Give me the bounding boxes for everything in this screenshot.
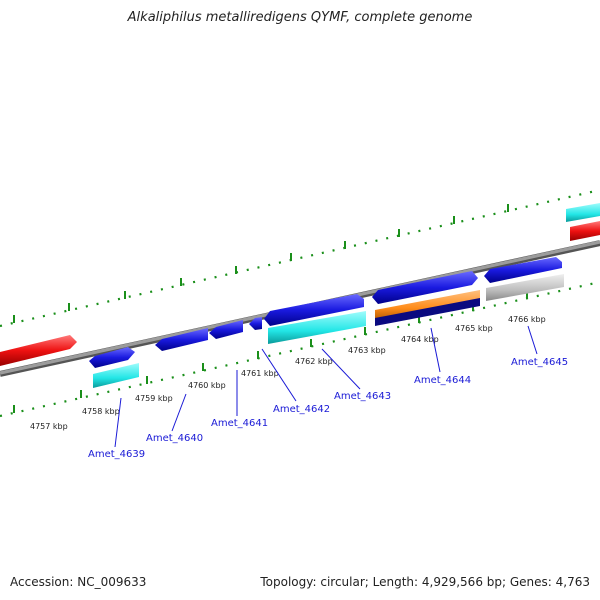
gene-amet-4645-arrow[interactable] xyxy=(484,257,562,283)
accession-text: Accession: NC_009633 xyxy=(10,575,147,589)
gene-feature-red-right[interactable] xyxy=(570,221,600,241)
tick-label: 4763 kbp xyxy=(348,346,386,355)
gene-callout-lines xyxy=(114,325,538,448)
gene-amet-4641-arrow[interactable] xyxy=(209,320,243,339)
gene-amet-4644-cds-dark[interactable] xyxy=(375,298,480,326)
tick-label: 4764 kbp xyxy=(401,335,439,344)
inner-dotted-line xyxy=(0,280,600,418)
genome-summary-text: Topology: circular; Length: 4,929,566 bp… xyxy=(260,575,590,589)
gene-amet-4645-cds[interactable] xyxy=(486,274,564,301)
gene-amet-4644-cds[interactable] xyxy=(375,290,480,320)
tick-label: 4759 kbp xyxy=(135,394,173,403)
gene-amet-4639-cds[interactable] xyxy=(93,363,139,388)
gene-label-amet-4644[interactable]: Amet_4644 xyxy=(414,375,471,386)
gene-label-amet-4640[interactable]: Amet_4640 xyxy=(146,433,203,444)
gene-labels: Amet_4639 Amet_4640 Amet_4641 Amet_4642 … xyxy=(88,357,568,460)
gene-amet-4643-arrow[interactable] xyxy=(264,294,364,326)
tick-label: 4765 kbp xyxy=(455,324,493,333)
gene-label-amet-4641[interactable]: Amet_4641 xyxy=(211,418,268,429)
reverse-strand-features[interactable] xyxy=(0,203,600,366)
gene-amet-4644-arrow[interactable] xyxy=(372,271,478,304)
gene-label-amet-4643[interactable]: Amet_4643 xyxy=(334,391,391,402)
tick-label: 4757 kbp xyxy=(30,422,68,431)
tick-label: 4760 kbp xyxy=(188,381,226,390)
tick-label: 4766 kbp xyxy=(508,315,546,324)
gene-feature-cyan-right[interactable] xyxy=(566,203,600,222)
inner-tick-track xyxy=(0,280,600,418)
gene-features[interactable] xyxy=(89,257,564,388)
outer-major-ticks xyxy=(13,204,509,323)
gene-amet-4640-arrow[interactable] xyxy=(155,328,208,351)
gene-amet-4639-arrow[interactable] xyxy=(89,347,135,368)
gene-amet-4643-cds[interactable] xyxy=(268,311,366,344)
tick-label: 4758 kbp xyxy=(82,407,120,416)
tick-label: 4761 kbp xyxy=(241,369,279,378)
map-title: Alkaliphilus metalliredigens QYMF, compl… xyxy=(127,10,473,25)
tick-labels: 4757 kbp 4758 kbp 4759 kbp 4760 kbp 4761… xyxy=(30,315,546,431)
gene-label-amet-4639[interactable]: Amet_4639 xyxy=(88,449,145,460)
gene-label-amet-4645[interactable]: Amet_4645 xyxy=(511,357,568,368)
gene-amet-4642-arrow[interactable] xyxy=(249,317,262,330)
tick-label: 4762 kbp xyxy=(295,357,333,366)
gene-feature-red-left[interactable] xyxy=(0,335,77,366)
gene-label-amet-4642[interactable]: Amet_4642 xyxy=(273,404,330,415)
